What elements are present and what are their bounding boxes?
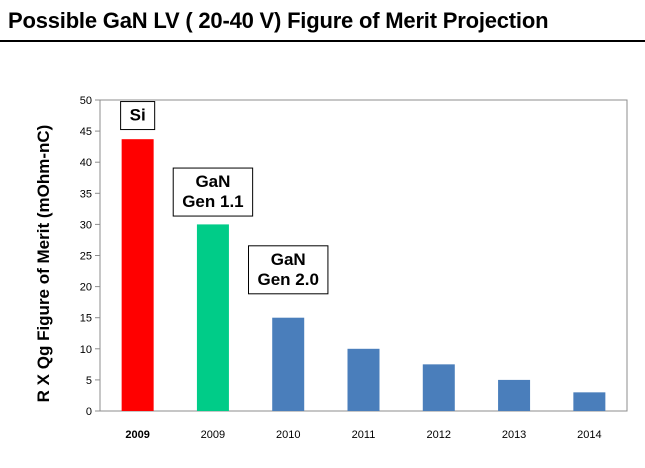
y-tick-label: 50 xyxy=(80,95,92,107)
x-tick-label: 2011 xyxy=(352,429,376,441)
callout-label: Gen 1.1 xyxy=(182,192,243,211)
bar xyxy=(347,348,380,411)
y-tick-label: 5 xyxy=(86,375,92,387)
callout-label: Gen 2.0 xyxy=(258,270,319,289)
y-tick-label: 20 xyxy=(80,282,92,294)
callout-box xyxy=(120,101,156,131)
bar xyxy=(422,364,455,411)
x-tick-label: 2009 xyxy=(201,429,225,441)
y-axis-title: R X Qg Figure of Merit (mOhm-nC) xyxy=(34,125,53,403)
y-tick-label: 35 xyxy=(80,188,92,200)
y-tick-label: 45 xyxy=(80,126,92,138)
bar xyxy=(573,392,606,411)
callout-label: GaN xyxy=(271,250,306,269)
x-tick-label: 2013 xyxy=(502,429,526,441)
y-tick-label: 30 xyxy=(80,219,92,231)
x-tick-label: 2009 xyxy=(125,429,149,441)
x-tick-label: 2014 xyxy=(577,429,601,441)
y-tick-label: 10 xyxy=(80,344,92,356)
x-tick-label: 2012 xyxy=(427,429,451,441)
callout-label: Si xyxy=(130,106,146,125)
callout-label: GaN xyxy=(195,172,230,191)
bar xyxy=(196,224,229,411)
y-tick-label: 40 xyxy=(80,157,92,169)
x-tick-label: 2010 xyxy=(276,429,300,441)
y-tick-label: 15 xyxy=(80,313,92,325)
bar xyxy=(272,317,305,411)
title-divider xyxy=(0,40,645,42)
bar xyxy=(121,139,154,411)
y-tick-label: 0 xyxy=(86,406,92,418)
y-tick-label: 25 xyxy=(80,251,92,263)
callout-box xyxy=(248,245,329,295)
page-title: Possible GaN LV ( 20-40 V) Figure of Mer… xyxy=(8,8,549,33)
bar xyxy=(498,379,531,411)
callout-box xyxy=(172,167,254,217)
